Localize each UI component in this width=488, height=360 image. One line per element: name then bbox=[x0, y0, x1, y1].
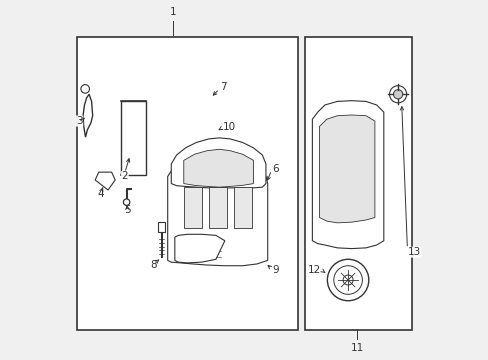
Text: 11: 11 bbox=[350, 343, 363, 353]
Text: 10: 10 bbox=[222, 122, 235, 132]
Text: 6: 6 bbox=[272, 164, 279, 174]
Polygon shape bbox=[171, 138, 265, 188]
Circle shape bbox=[81, 85, 89, 93]
Circle shape bbox=[326, 259, 368, 301]
Polygon shape bbox=[167, 164, 267, 266]
Bar bbox=[77, 37, 298, 330]
Bar bbox=[305, 37, 411, 330]
Polygon shape bbox=[183, 149, 253, 187]
Polygon shape bbox=[208, 187, 226, 228]
Polygon shape bbox=[233, 187, 251, 228]
Polygon shape bbox=[319, 115, 374, 223]
Circle shape bbox=[389, 86, 406, 103]
Text: 5: 5 bbox=[124, 205, 130, 215]
Text: 2: 2 bbox=[122, 171, 128, 181]
Polygon shape bbox=[83, 94, 93, 137]
Text: 8: 8 bbox=[150, 260, 156, 270]
Text: 1: 1 bbox=[169, 7, 176, 17]
Text: 12: 12 bbox=[307, 265, 321, 275]
Circle shape bbox=[123, 199, 130, 205]
Polygon shape bbox=[183, 187, 201, 228]
Circle shape bbox=[343, 275, 352, 285]
Text: 7: 7 bbox=[220, 82, 226, 92]
Text: 3: 3 bbox=[76, 116, 82, 126]
Polygon shape bbox=[175, 234, 224, 263]
Polygon shape bbox=[95, 172, 115, 190]
Bar bbox=[158, 222, 165, 232]
Text: 4: 4 bbox=[98, 189, 104, 199]
Text: 9: 9 bbox=[272, 265, 279, 275]
Circle shape bbox=[393, 90, 402, 99]
Polygon shape bbox=[312, 101, 383, 249]
Bar bbox=[121, 102, 146, 175]
Text: 13: 13 bbox=[407, 247, 420, 257]
